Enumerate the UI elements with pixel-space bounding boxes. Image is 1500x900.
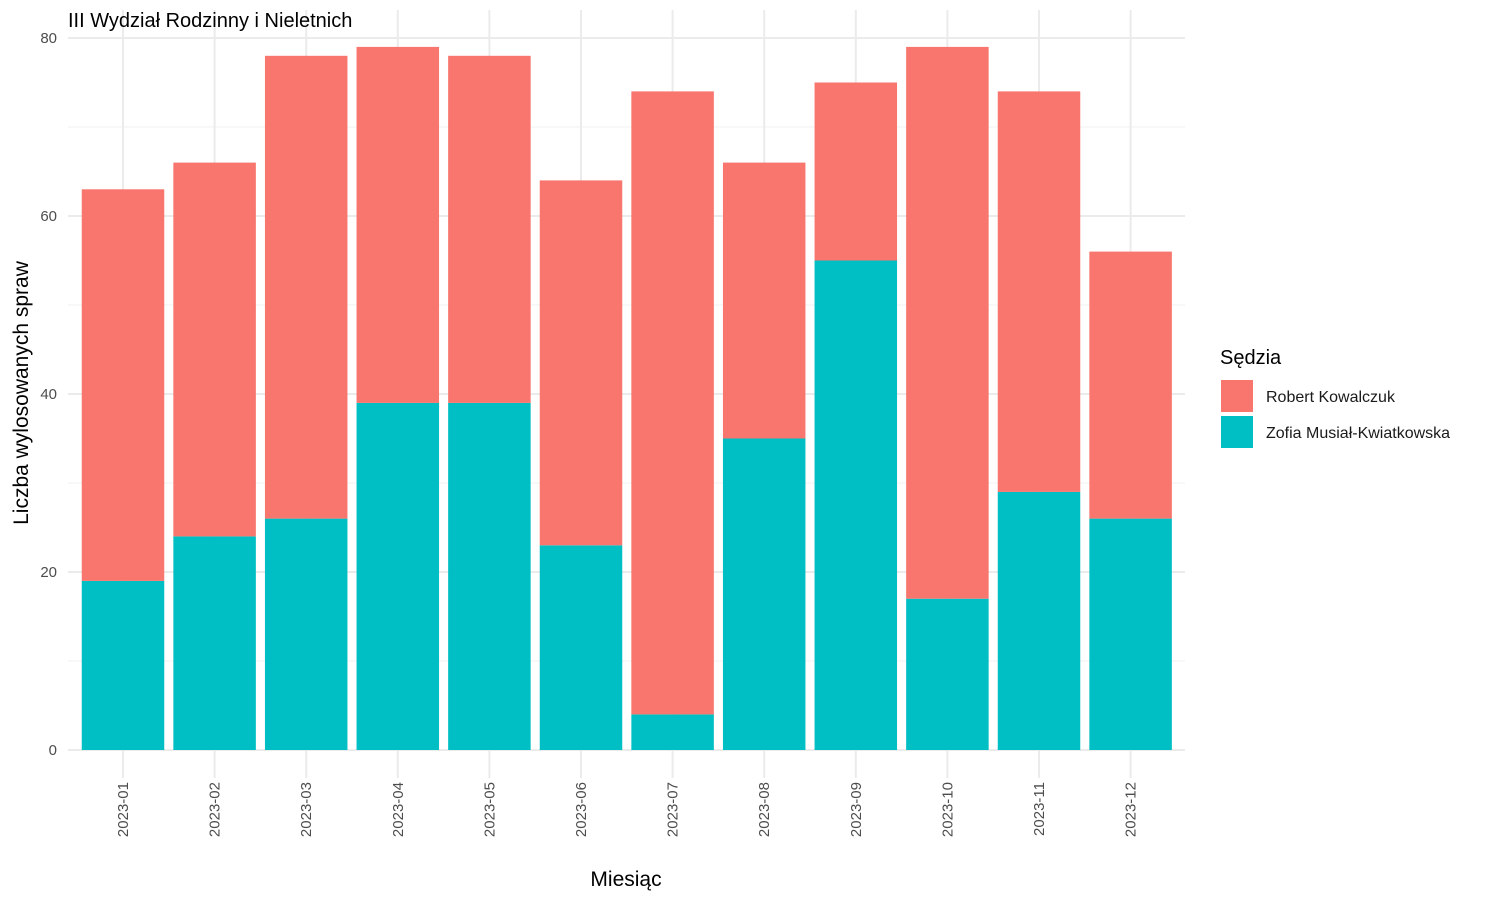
bar-segment [173,536,256,750]
bar-segment [356,402,440,750]
bar-segment [722,162,806,439]
legend-items: Robert Kowalczuk Zofia Musiał-Kwiatkowska [1221,380,1450,448]
bar-segment [539,180,623,546]
bar-segment [997,491,1081,750]
x-tick-label: 2023-07 [665,782,682,837]
bar-segment [997,91,1081,492]
bar-segment [631,91,714,715]
x-tick-label: 2023-01 [115,782,132,837]
x-tick-label: 2023-09 [848,782,865,837]
x-tick-label: 2023-06 [573,782,590,837]
x-tick-label: 2023-11 [1031,782,1048,836]
bar-segment [631,714,714,750]
x-tick-label: 2023-04 [390,782,407,837]
bar-segment [1089,251,1172,519]
bar-segment [448,55,531,403]
bar-segment [81,580,165,750]
x-axis-title: Miesiąc [590,868,661,891]
legend-title: Sędzia [1220,347,1282,369]
y-axis-title: Liczba wylosowanych spraw [10,260,33,525]
bar-segment [722,438,806,750]
legend-label: Zofia Musiał-Kwiatkowska [1266,425,1450,442]
y-tick-label: 60 [40,208,57,225]
bar-segment [81,189,165,581]
y-tick-label: 40 [40,386,57,403]
legend: Sędzia Robert Kowalczuk Zofia Musiał-Kwia… [1220,347,1450,448]
x-axis-ticks: 2023-01 2023-02 2023-03 2023-04 2023-05 2023-… [115,782,1140,837]
bars [81,46,1172,750]
bar-segment [814,260,898,750]
y-tick-label: 0 [49,742,57,759]
bar-segment [264,518,348,750]
bar-segment [906,598,989,750]
legend-swatch [1221,416,1253,448]
bar-segment [906,46,989,599]
y-tick-label: 80 [40,30,57,47]
bar-segment [1089,518,1172,750]
x-tick-label: 2023-05 [481,782,498,837]
bar-segment [814,82,898,261]
bar-segment [448,402,531,750]
x-tick-label: 2023-02 [207,782,224,837]
y-axis-ticks: 0 20 40 60 80 [40,30,57,759]
legend-label: Robert Kowalczuk [1266,389,1396,406]
x-tick-label: 2023-10 [939,782,956,837]
bar-segment [173,162,256,537]
bar-segment [264,55,348,519]
chart-title: III Wydział Rodzinny i Nieletnich [68,10,352,32]
x-tick-label: 2023-03 [298,782,315,837]
legend-swatch [1221,380,1253,412]
y-tick-label: 20 [40,564,57,581]
bar-segment [539,545,623,750]
x-tick-label: 2023-08 [756,782,773,837]
x-tick-label: 2023-12 [1123,782,1140,837]
bar-segment [356,46,440,403]
